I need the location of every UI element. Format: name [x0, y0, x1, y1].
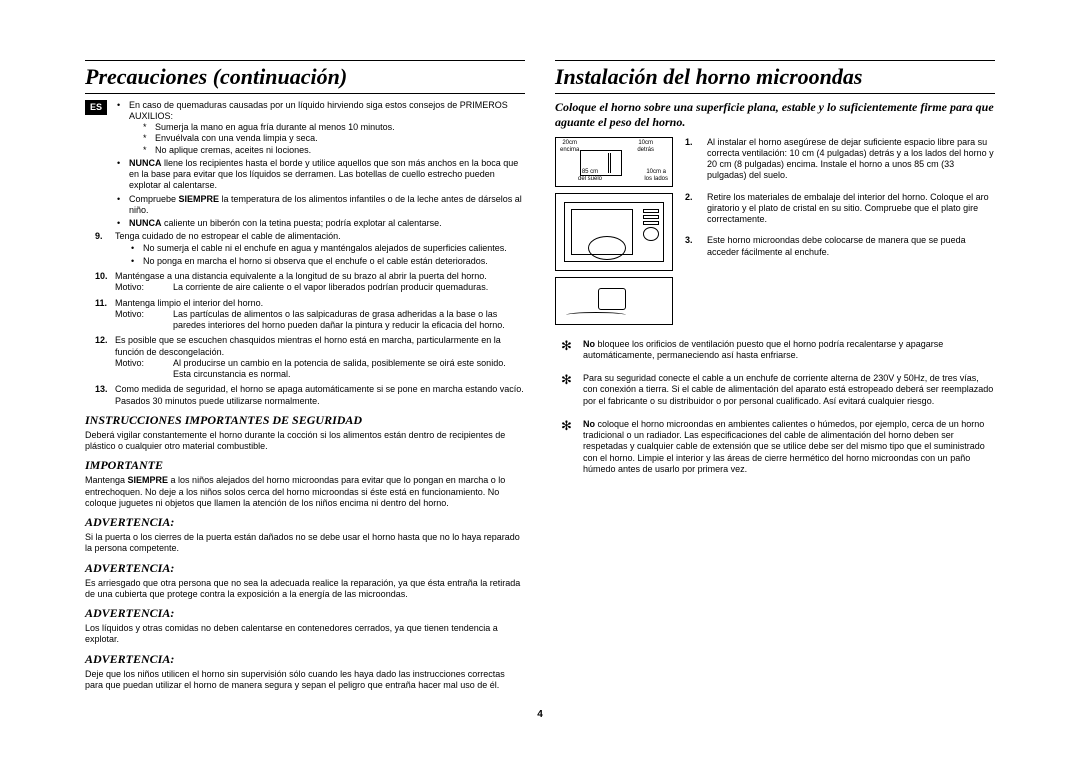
burn-intro: En caso de quemaduras causadas por un lí…	[115, 100, 525, 156]
warning-heading-4: ADVERTENCIA:	[85, 652, 525, 667]
right-column: Instalación del horno microondas Coloque…	[555, 60, 995, 691]
warning-heading-1: ADVERTENCIA:	[85, 515, 525, 530]
star-note-1: No bloquee los orificios de ventilación …	[555, 339, 995, 362]
item-12: 12. Es posible que se escuchen chasquido…	[95, 335, 525, 380]
item-13: 13. Como medida de seguridad, el horno s…	[95, 384, 525, 407]
install-step-3: 3.Este horno microondas debe colocarse d…	[685, 235, 995, 258]
page: Precauciones (continuación) ES En caso d…	[85, 60, 995, 691]
install-step-2: 2.Retire los materiales de embalaje del …	[685, 192, 995, 226]
bullet-siempre-temp: Compruebe SIEMPRE la temperatura de los …	[115, 194, 525, 217]
important-text: Mantenga SIEMPRE a los niños alejados de…	[85, 475, 525, 509]
star-note-3: No coloque el horno microondas en ambien…	[555, 419, 995, 475]
bullet-nunca-fill: NUNCA llene los recipientes hasta el bor…	[115, 158, 525, 192]
page-number: 4	[85, 709, 995, 722]
safety-text: Deberá vigilar constantemente el horno d…	[85, 430, 525, 453]
star-note-2: Para su seguridad conecte el cable a un …	[555, 373, 995, 407]
left-title: Precauciones (continuación)	[85, 63, 525, 91]
plug-diagram	[555, 277, 673, 325]
warning-text-2: Es arriesgado que otra persona que no se…	[85, 578, 525, 601]
install-steps: 1.Al instalar el horno asegúrese de deja…	[685, 137, 995, 331]
warning-text-4: Deje que los niños utilicen el horno sin…	[85, 669, 525, 692]
diagrams: 20cm encima 10cm detrás 85 cm del suelo …	[555, 137, 675, 331]
bullet-nunca-bottle: NUNCA caliente un biberón con la tetina …	[115, 218, 525, 229]
item-10: 10. Manténgase a una distancia equivalen…	[95, 271, 525, 294]
install-step-1: 1.Al instalar el horno asegúrese de deja…	[685, 137, 995, 182]
left-column: Precauciones (continuación) ES En caso d…	[85, 60, 525, 691]
warning-heading-2: ADVERTENCIA:	[85, 561, 525, 576]
item-9: 9. Tenga cuidado de no estropear el cabl…	[95, 231, 525, 267]
warning-text-1: Si la puerta o los cierres de la puerta …	[85, 532, 525, 555]
warning-text-3: Los líquidos y otras comidas no deben ca…	[85, 623, 525, 646]
left-body: En caso de quemaduras causadas por un lí…	[85, 100, 525, 692]
important-heading: IMPORTANTE	[85, 458, 525, 473]
right-intro: Coloque el horno sobre una superficie pl…	[555, 100, 995, 131]
star-notes: No bloquee los orificios de ventilación …	[555, 339, 995, 476]
burn-steps: Sumerja la mano en agua fría durante al …	[129, 122, 525, 156]
right-title: Instalación del horno microondas	[555, 63, 995, 91]
oven-front-diagram	[555, 193, 673, 271]
clearance-diagram: 20cm encima 10cm detrás 85 cm del suelo …	[555, 137, 673, 187]
lang-badge: ES	[85, 100, 107, 115]
item-11: 11. Mantenga limpio el interior del horn…	[95, 298, 525, 332]
safety-heading: INSTRUCCIONES IMPORTANTES DE SEGURIDAD	[85, 413, 525, 428]
warning-heading-3: ADVERTENCIA:	[85, 606, 525, 621]
